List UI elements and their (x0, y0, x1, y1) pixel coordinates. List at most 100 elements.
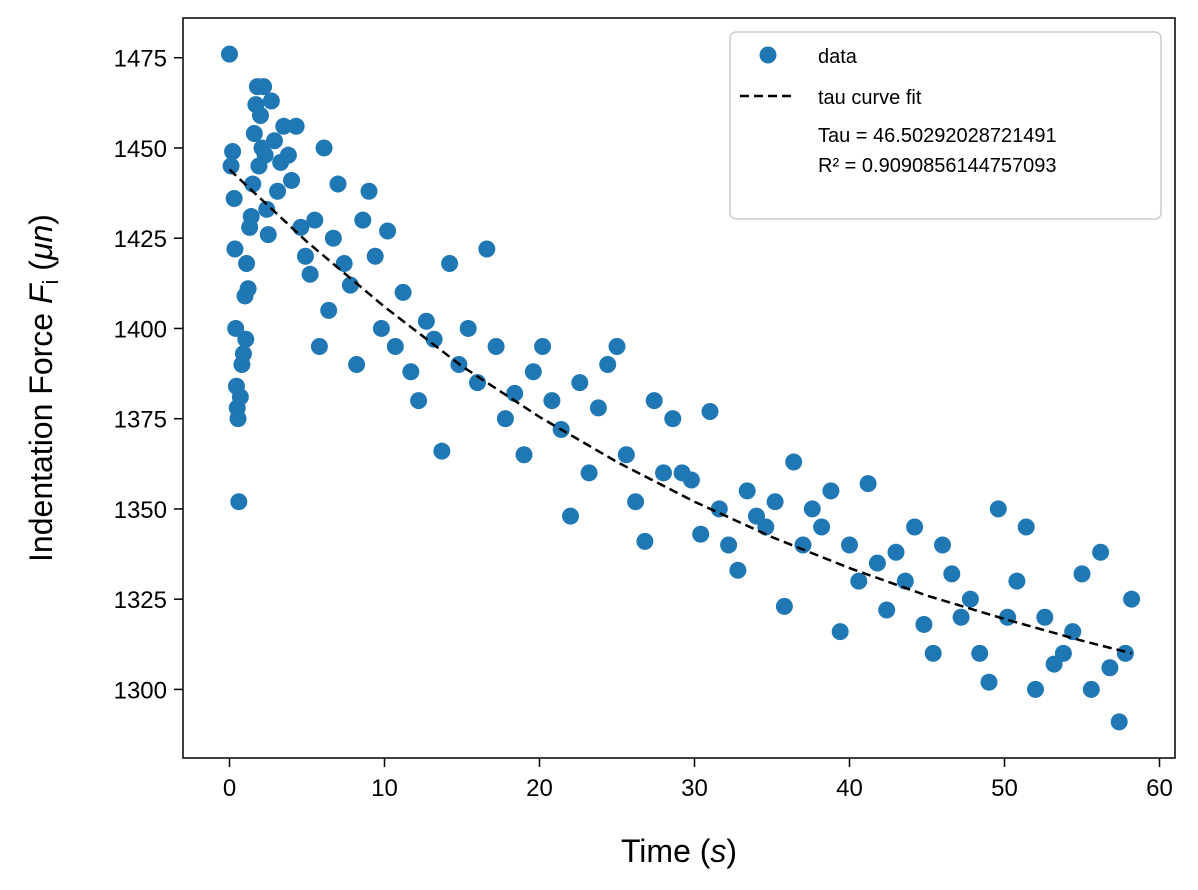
tau-curve-fit-line (228, 168, 1132, 655)
data-point (617, 446, 635, 464)
data-point (710, 500, 728, 518)
data-point (701, 402, 719, 420)
data-point (1027, 680, 1044, 698)
data-point (543, 392, 561, 410)
x-tick-label: 20 (526, 775, 553, 802)
data-point (664, 410, 682, 428)
data-point (341, 276, 359, 294)
data-point (229, 410, 247, 428)
data-point (262, 92, 280, 110)
data-point (952, 608, 970, 626)
data-point (242, 208, 260, 226)
data-point (971, 644, 989, 662)
data-point (329, 175, 347, 193)
data-point (234, 345, 252, 363)
legend-label-data: data (818, 46, 858, 68)
data-point (227, 319, 245, 337)
data-point (255, 78, 273, 96)
x-tick-label: 30 (681, 775, 708, 802)
data-point (515, 446, 533, 464)
x-axis: 0 10 20 30 40 50 60 (223, 758, 1173, 802)
data-point (1036, 608, 1054, 626)
data-point (301, 265, 319, 283)
fit-layer (228, 168, 1132, 655)
data-point (1054, 644, 1072, 662)
data-point (221, 45, 238, 63)
data-point (237, 330, 255, 348)
data-point (487, 337, 505, 355)
data-point (386, 337, 404, 355)
data-point (231, 388, 249, 406)
data-point (1110, 713, 1128, 731)
data-point (915, 615, 933, 633)
data-point (433, 442, 451, 460)
data-point (324, 229, 342, 247)
data-point (868, 554, 886, 572)
data-point (366, 247, 384, 265)
data-point (859, 475, 877, 493)
data-point (1116, 644, 1134, 662)
data-point (850, 572, 868, 590)
legend: data tau curve fit Tau = 46.502920287214… (729, 31, 1162, 220)
data-point (924, 644, 942, 662)
data-point (230, 493, 248, 511)
data-point (252, 106, 269, 124)
data-point (1017, 518, 1035, 536)
data-point (1123, 590, 1141, 608)
x-tick-label: 0 (223, 775, 236, 802)
data-point (608, 337, 626, 355)
data-point (729, 561, 747, 579)
data-point (283, 171, 300, 189)
data-point (265, 132, 283, 150)
data-point (1092, 543, 1110, 561)
data-point (803, 500, 821, 518)
x-tick-label: 40 (836, 775, 863, 802)
data-point (1101, 659, 1119, 677)
data-point (989, 500, 1007, 518)
data-point (682, 471, 700, 489)
data-point (738, 482, 756, 500)
data-point (692, 525, 710, 543)
data-point (244, 175, 262, 193)
x-axis-label: Time (s) (621, 833, 737, 869)
y-tick-label: 1425 (114, 226, 167, 253)
data-point (980, 673, 998, 691)
data-point (402, 363, 420, 381)
data-point (225, 189, 243, 207)
data-point (256, 146, 274, 164)
data-point (279, 146, 297, 164)
y-axis: 1300 1325 1350 1375 1400 1425 1450 1475 (114, 46, 183, 704)
data-point (478, 240, 496, 258)
data-point (841, 536, 858, 554)
y-tick-label: 1325 (114, 587, 167, 614)
data-point (627, 493, 645, 511)
data-point (258, 200, 276, 218)
data-point (645, 392, 663, 410)
y-tick-label: 1475 (114, 46, 167, 73)
data-point (1073, 565, 1091, 583)
data-point (785, 453, 803, 471)
data-point (580, 464, 598, 482)
data-point (887, 543, 905, 561)
data-point (720, 536, 738, 554)
data-point (310, 337, 328, 355)
y-tick-label: 1450 (114, 136, 167, 163)
data-point (222, 157, 240, 175)
data-point (410, 392, 428, 410)
data-point (906, 518, 924, 536)
data-point (459, 319, 477, 337)
y-tick-label: 1350 (114, 497, 167, 524)
legend-label-fit: tau curve fit (818, 87, 922, 109)
data-point (441, 254, 459, 272)
y-tick-label: 1375 (114, 407, 167, 434)
y-tick-label: 1400 (114, 316, 167, 343)
legend-marker-data (759, 46, 777, 64)
data-point (589, 399, 607, 417)
data-point (306, 211, 324, 229)
data-point (636, 532, 654, 550)
data-point (571, 374, 589, 392)
x-tick-label: 60 (1146, 775, 1173, 802)
data-point (245, 125, 263, 143)
data-point (813, 518, 831, 536)
data-point (226, 240, 244, 258)
